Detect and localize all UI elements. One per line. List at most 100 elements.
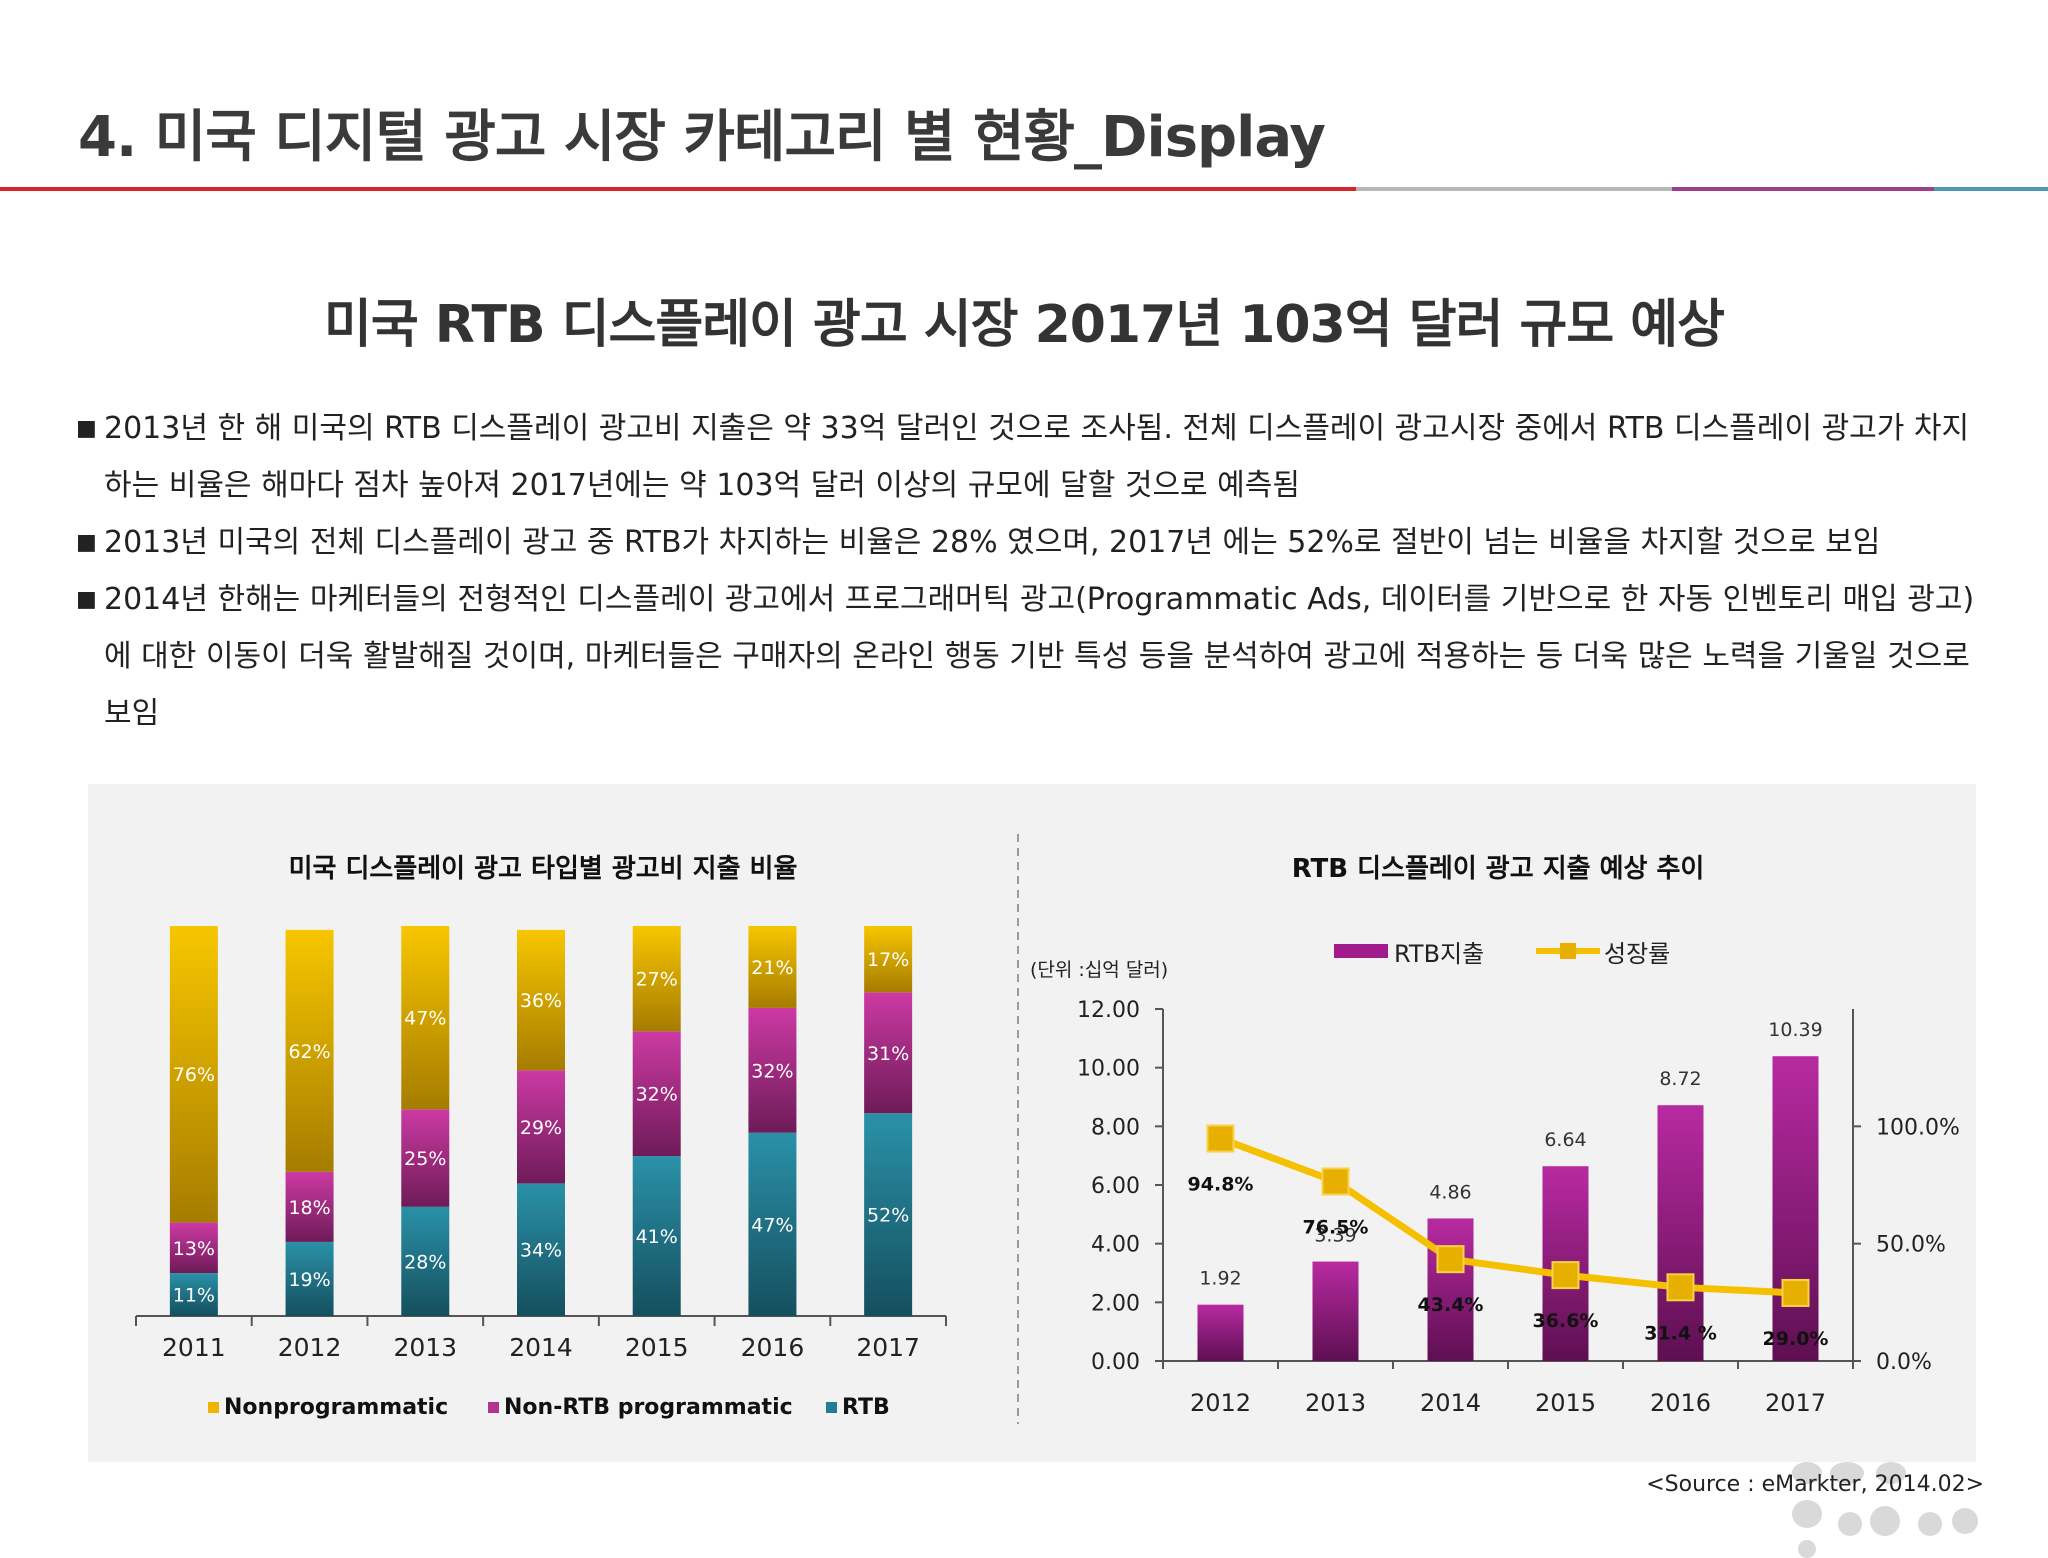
page-title: 4. 미국 디지털 광고 시장 카테고리 별 현황_Display [78,105,1326,170]
chart1-x-tick-label: 2017 [856,1333,920,1362]
bullet-list: ■ 2013년 한 해 미국의 RTB 디스플레이 광고비 지출은 약 33억 달… [76,400,1976,742]
chart1-bar-segment [401,926,450,1110]
chart-panel: 미국 디스플레이 광고 타입별 광고비 지출 비율 11% 13% 76% 2011 1… [88,784,1976,1462]
chart1-bar-segment [632,926,681,1032]
bullet-item: ■ 2013년 미국의 전체 디스플레이 광고 중 RTB가 차지하는 비율은 2… [76,514,1976,571]
chart1-data-label: 17% [867,949,909,971]
chart1-bar-segment [748,1132,797,1316]
chart1-data-label: 34% [520,1240,562,1262]
chart1-bar-segment [285,929,334,1172]
bullet-text: 2013년 미국의 전체 디스플레이 광고 중 RTB가 차지하는 비율은 28… [104,525,1881,560]
bullet-item: ■ 2013년 한 해 미국의 RTB 디스플레이 광고비 지출은 약 33억 달… [76,400,1976,514]
chart2-left-tick-label: 10.00 [1077,1057,1140,1082]
chart2-x-tick-label: 2012 [1190,1389,1251,1417]
chart1-data-label: 29% [520,1117,562,1139]
decorative-dot [1830,1462,1864,1484]
chart2-bar-label: 6.64 [1544,1129,1586,1151]
bullet-square-icon: ■ [76,530,97,555]
chart2-growth-label: 29.0% [1763,1328,1829,1350]
chart2-right-tick-label: 100.0% [1876,1115,1960,1140]
chart1-legend-label: Non-RTB programmatic [504,1395,793,1420]
chart2-left-tick-label: 8.00 [1091,1115,1140,1140]
chart2-bar-label: 1.92 [1199,1268,1241,1290]
chart2-x-tick-label: 2013 [1305,1389,1366,1417]
chart1-legend-label: Nonprogrammatic [224,1395,448,1420]
chart2-left-tick-label: 4.00 [1091,1233,1140,1258]
chart2-bar [1772,1056,1819,1361]
chart1-data-label: 36% [520,990,562,1012]
chart2-title: RTB 디스플레이 광고 지출 예상 추이 [1292,854,1705,884]
header-rule-blue [1934,187,2048,191]
chart1-bar-segment [517,1070,565,1184]
chart1-data-label: 62% [288,1041,330,1063]
chart1-bar-segment [517,929,565,1071]
chart1-bar-segment [864,1113,913,1316]
chart1-data-label: 47% [751,1214,793,1236]
chart1-data-label: 28% [404,1251,446,1273]
chart2-bar [1312,1261,1359,1361]
chart1-bar-segment [748,1007,797,1133]
decorative-dot [1918,1512,1942,1536]
chart1-title: 미국 디스플레이 광고 타입별 광고비 지출 비율 [289,854,798,884]
chart2-bar [1427,1218,1474,1361]
chart1-data-label: 13% [173,1238,215,1260]
chart2-x-tick-label: 2017 [1765,1389,1826,1417]
chart1-data-label: 11% [173,1285,215,1307]
decorative-dot [1792,1462,1822,1484]
decorative-dot [1798,1540,1816,1558]
chart1-data-label: 47% [404,1008,446,1030]
header-rule-purple [1672,187,1934,191]
chart1-bar-segment [632,1031,681,1157]
chart1-x-tick-label: 2012 [278,1333,342,1362]
chart2-right-tick-label: 0.0% [1876,1350,1932,1375]
source-note: <Source : eMarkter, 2014.02> [1646,1472,1984,1497]
chart1-bar-segment [632,1156,681,1316]
chart1-bar-segment [401,1109,450,1207]
chart2-left-tick-label: 2.00 [1091,1291,1140,1316]
chart1-bar-segment [169,926,218,1223]
chart2-growth-label: 76.5% [1303,1216,1369,1238]
chart2-x-tick-label: 2016 [1650,1389,1711,1417]
decorative-dot [1870,1506,1900,1536]
chart2-growth-label: 94.8% [1188,1174,1254,1196]
chart1-x-tick-label: 2011 [162,1333,226,1362]
bullet-item: ■ 2014년 한해는 마케터들의 전형적인 디스플레이 광고에서 프로그래머틱 … [76,571,1976,742]
chart2-bar-label: 3.39 [1314,1225,1356,1247]
chart1-bar-segment [864,926,913,993]
chart1-data-label: 19% [288,1269,330,1291]
header-rule-red [0,187,1356,191]
chart2-growth-marker [1436,1245,1465,1274]
chart2-bar-label: 8.72 [1659,1068,1701,1090]
chart2-unit-label: (단위 :십억 달러) [1030,959,1168,981]
chart1-legend-swatch [826,1402,837,1413]
chart1-data-label: 18% [288,1197,330,1219]
chart2-x-tick-label: 2014 [1420,1389,1481,1417]
chart2-growth-marker [1206,1124,1235,1153]
chart1-data-label: 25% [404,1148,446,1170]
chart1-data-label: 27% [636,969,678,991]
chart1-plot: 11% 13% 76% 2011 19% 18% 62% 2012 28% 25% 47% 2013 3… [135,926,947,1362]
chart1-data-label: 52% [867,1205,909,1227]
bullet-square-icon: ■ [76,587,97,612]
chart2-left-tick-label: 6.00 [1091,1174,1140,1199]
chart2-plot: 0.00 2.00 4.00 6.00 8.00 10.00 12.00 0.0% 50.0% 1… [1077,998,1960,1417]
chart1-bar-segment [864,992,913,1114]
chart1-data-label: 41% [636,1226,678,1248]
chart1-legend: Nonprogrammatic Non-RTB programmatic RTB [208,1395,890,1420]
chart1-bar-segment [401,1206,450,1316]
chart2-legend-swatch-bar [1334,944,1388,958]
decorative-dot [1952,1508,1978,1534]
chart2-bar [1197,1304,1244,1361]
chart1-bar-segment [169,1222,218,1274]
chart2-legend-label: 성장률 [1604,940,1670,968]
chart1-bar-segment [748,926,797,1008]
chart2-bar-label: 4.86 [1429,1181,1471,1203]
chart2-growth-marker [1321,1167,1350,1196]
chart2-growth-line [1219,1135,1796,1297]
chart2-left-tick-label: 12.00 [1077,998,1140,1023]
chart2-x-tick-label: 2015 [1535,1389,1596,1417]
chart1-data-label: 31% [867,1043,909,1065]
chart1-bar-segment [517,1183,565,1316]
chart2-bar-label: 10.39 [1768,1019,1822,1041]
chart2-left-tick-label: 0.00 [1091,1350,1140,1375]
